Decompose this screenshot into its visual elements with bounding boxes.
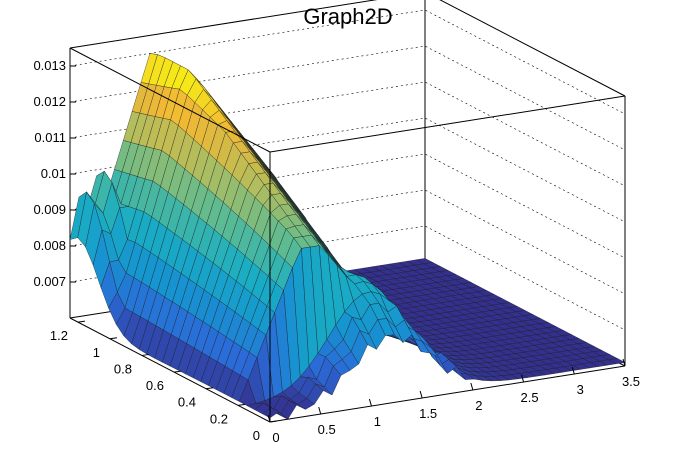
- y-tick-mark-4: [141, 353, 150, 356]
- y-tick-mark-5: [109, 337, 118, 340]
- frame-edge-front-3: [269, 95, 626, 153]
- chart-title: Graph2D: [303, 4, 392, 29]
- z-tick-label-6: 0.013: [33, 58, 66, 73]
- x-tick-label-4: 2: [475, 398, 482, 413]
- x-tick-mark-1: [318, 406, 322, 415]
- x-tick-label-6: 3: [577, 382, 584, 397]
- x-tick-mark-5: [521, 374, 525, 383]
- z-tick-label-2: 0.009: [33, 202, 66, 217]
- x-tick-mark-0: [267, 414, 271, 423]
- y-tick-label-2: 0.4: [178, 395, 196, 410]
- frame-edge-front-1: [69, 317, 271, 423]
- front-frame: [69, 47, 626, 423]
- z-tick-label-1: 0.008: [33, 238, 66, 253]
- frame-edge-front-4: [69, 47, 271, 153]
- y-tick-mark-1: [237, 403, 246, 406]
- z-tick-label-0: 0.007: [33, 274, 66, 289]
- frame-edge-front-0: [269, 365, 626, 423]
- x-tick-mark-2: [368, 398, 372, 407]
- x-tick-label-0: 0: [272, 430, 279, 445]
- y-tick-mark-6: [77, 320, 86, 323]
- z-tick-label-4: 0.011: [34, 130, 66, 145]
- x-tick-mark-7: [622, 358, 626, 367]
- y-axis-ticks: 0 0.2 0.4 0.6 0.8 1 1.2: [50, 320, 278, 443]
- frame-edge-back-3: [69, 0, 378, 49]
- y-tick-label-1: 0.2: [210, 411, 228, 426]
- x-tick-label-2: 1: [374, 414, 381, 429]
- y-tick-label-0: 0: [253, 428, 260, 443]
- z-axis-ticks: 0.007 0.008 0.009 0.01 0.011 0.012 0.013: [33, 58, 76, 289]
- y-tick-mark-0: [269, 420, 278, 423]
- y-tick-mark-2: [205, 387, 214, 390]
- surface-cell: [262, 407, 280, 419]
- x-tick-mark-4: [470, 382, 474, 391]
- x-tick-label-5: 2.5: [521, 390, 539, 405]
- x-tick-label-7: 3.5: [622, 374, 640, 389]
- surface: [69, 53, 626, 420]
- y-tick-label-5: 1: [93, 345, 100, 360]
- z-tick-label-3: 0.01: [41, 166, 66, 181]
- y-tick-label-3: 0.6: [146, 378, 164, 393]
- z-tick-label-5: 0.012: [33, 94, 66, 109]
- y-tick-mark-3: [173, 370, 182, 373]
- frame-edge-back-4: [439, 0, 626, 97]
- y-tick-label-6: 1.2: [50, 328, 68, 343]
- x-tick-label-1: 0.5: [318, 422, 336, 437]
- y-tick-label-4: 0.8: [114, 361, 132, 376]
- x-tick-mark-6: [571, 366, 575, 375]
- x-tick-label-3: 1.5: [419, 406, 437, 421]
- x-axis-ticks: 0 0.5 1 1.5 2 2.5 3 3.5: [267, 358, 640, 445]
- x-tick-mark-3: [419, 390, 423, 399]
